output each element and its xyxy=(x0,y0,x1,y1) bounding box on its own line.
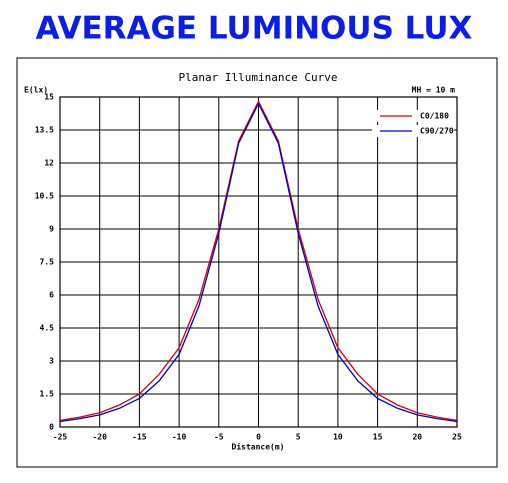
series-line xyxy=(59,99,458,422)
y-tick-label: 12 xyxy=(44,159,54,168)
x-tick-label: 0 xyxy=(256,433,261,442)
plot-frame xyxy=(59,96,458,428)
x-tick-label: 10 xyxy=(333,433,343,442)
legend-label: C90/270 xyxy=(420,127,454,136)
y-tick-label: 9 xyxy=(49,225,54,234)
series-line xyxy=(59,102,458,423)
x-tick-label: 20 xyxy=(412,433,422,442)
x-tick-label: 5 xyxy=(296,433,301,442)
x-tick-label: -10 xyxy=(172,433,187,442)
page-title: AVERAGE LUMINOUS LUX xyxy=(36,11,473,47)
annotation: MH = 10 m xyxy=(412,86,456,95)
x-tick-label: -20 xyxy=(92,433,107,442)
legend-bg xyxy=(372,110,454,122)
x-tick-label: -5 xyxy=(214,433,224,442)
legend-label: C0/180 xyxy=(420,112,449,121)
chart-title: Planar Illuminance Curve xyxy=(179,71,338,84)
legend-bg xyxy=(372,125,454,137)
x-tick-label: -15 xyxy=(132,433,147,442)
y-tick-label: 6 xyxy=(49,291,54,300)
y-tick-label: 13.5 xyxy=(35,126,54,135)
y-tick-label: 0 xyxy=(49,423,54,432)
x-tick-label: -25 xyxy=(53,433,68,442)
x-tick-label: 25 xyxy=(452,433,462,442)
x-axis-label: Distance(m) xyxy=(232,442,285,452)
y-tick-label: 10.5 xyxy=(35,192,54,201)
y-tick-label: 4.5 xyxy=(40,324,55,333)
y-tick-label: 1.5 xyxy=(40,390,55,399)
y-tick-label: 3 xyxy=(49,357,54,366)
y-tick-label: 15 xyxy=(44,93,54,102)
chart-frame xyxy=(16,57,498,468)
x-tick-label: 15 xyxy=(373,433,383,442)
y-axis-label: E(lx) xyxy=(24,86,48,95)
y-tick-label: 7.5 xyxy=(40,258,55,267)
